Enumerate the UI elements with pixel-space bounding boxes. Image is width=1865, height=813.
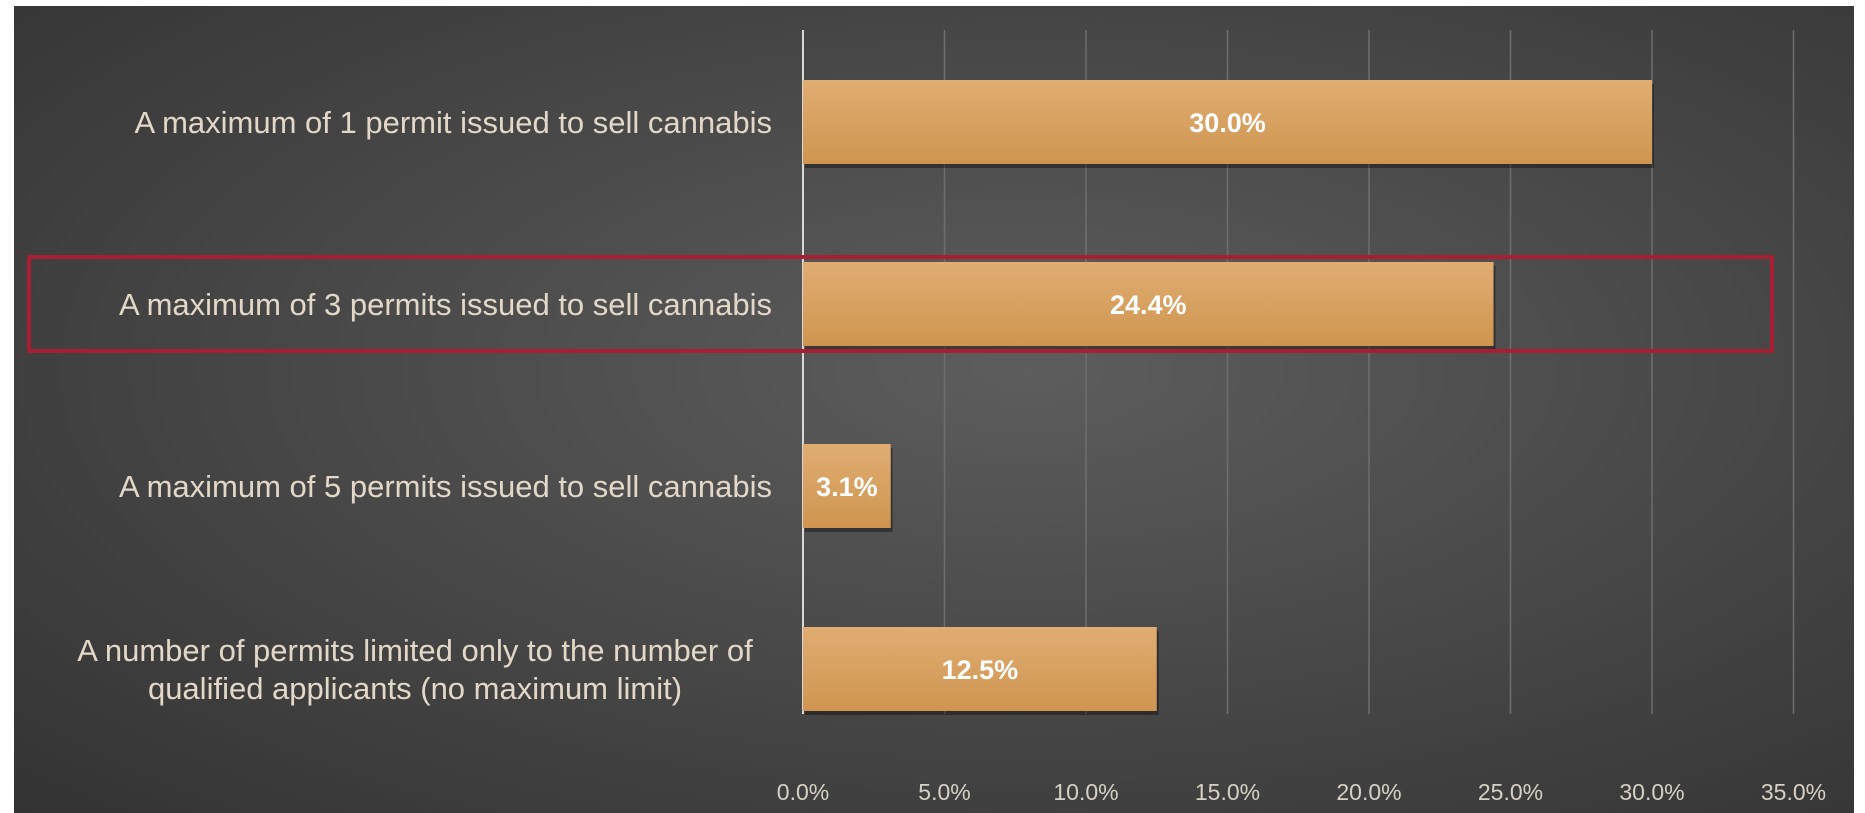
data-label: 3.1%: [816, 472, 878, 502]
bars: 30.0% 24.4% 3.1% 12.5%: [803, 80, 1654, 715]
bar: [803, 444, 891, 528]
data-label: 30.0%: [1189, 108, 1266, 138]
data-label: 24.4%: [1110, 290, 1187, 320]
category-label: A maximum of 3 permits issued to sell ca…: [119, 287, 772, 322]
x-tick-label: 10.0%: [1053, 779, 1118, 805]
bar: [803, 262, 1494, 346]
category-label: A maximum of 1 permit issued to sell can…: [135, 105, 773, 140]
category-label: A number of permits limited only to the …: [77, 633, 753, 668]
x-tick-label: 0.0%: [777, 779, 829, 805]
x-tick-label: 20.0%: [1336, 779, 1401, 805]
x-tick-label: 5.0%: [918, 779, 970, 805]
x-tick-label: 15.0%: [1195, 779, 1260, 805]
x-axis-tick-labels: 0.0% 5.0% 10.0% 15.0% 20.0% 25.0% 30.0% 35.0%: [777, 779, 1826, 805]
category-label: qualified applicants (no maximum limit): [148, 671, 682, 706]
highlight-box: [27, 255, 1774, 353]
bar: [803, 80, 1652, 164]
category-label: A maximum of 5 permits issued to sell ca…: [119, 469, 772, 504]
data-label: 12.5%: [942, 655, 1019, 685]
highlight-layer: [27, 255, 1774, 353]
category-labels: A maximum of 1 permit issued to sell can…: [77, 105, 772, 706]
bar: [803, 627, 1157, 711]
x-tick-label: 35.0%: [1761, 779, 1826, 805]
x-tick-label: 25.0%: [1478, 779, 1543, 805]
x-tick-label: 30.0%: [1619, 779, 1684, 805]
